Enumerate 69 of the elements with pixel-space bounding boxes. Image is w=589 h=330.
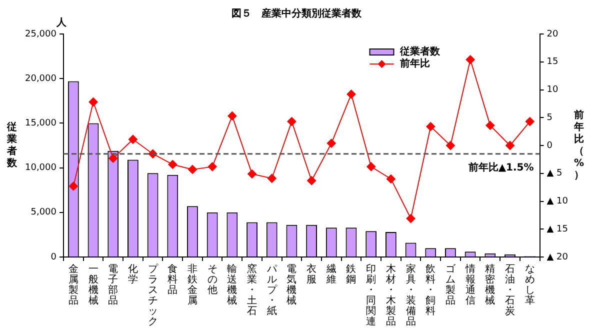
y2-tick-label: ▲ 20 [546, 252, 568, 262]
point [326, 138, 336, 148]
x-tick-label: パルプ・紙 [266, 264, 278, 317]
text: 人 [55, 16, 68, 29]
point [208, 162, 217, 172]
x-tick-label: 化学 [128, 262, 138, 286]
x-tick-label: 食料品 [168, 262, 178, 296]
ref-line-label: 前年比▲1.5% [467, 161, 534, 174]
y-tick-label: 5,000 [30, 208, 57, 218]
x-tick-label: 情報通信 [464, 262, 476, 306]
y-tick-label: 0 [50, 252, 57, 262]
x-tick-label: 印刷・同関連 [366, 262, 376, 328]
point [248, 169, 257, 178]
legend-label: 従業者数 [398, 46, 441, 58]
x-tick-label: 飲料・飼料 [426, 264, 436, 317]
point [68, 182, 78, 191]
x-tick-label: 電気機械 [286, 264, 297, 306]
point [446, 141, 455, 150]
y2-tick-label: 15 [546, 57, 558, 68]
point [287, 117, 296, 126]
point [267, 174, 276, 183]
y2-tick-label: 0 [546, 140, 553, 151]
point [128, 134, 138, 144]
y2-tick-label: ▲ 15 [546, 224, 568, 234]
x-tick-label: 衣服 [306, 262, 317, 286]
legend-label: 前年比 [398, 58, 430, 70]
y2-tick-label: 20 [546, 29, 558, 40]
x-tick-label: ゴム製品 [445, 262, 456, 306]
x-tick-label: 木材・木製品 [384, 262, 396, 328]
chart-title: 図５ 産業中分類別従業者数 [232, 8, 362, 20]
point [108, 154, 118, 163]
x-tick-label: プラスチック [148, 262, 159, 328]
y2-tick-label: 10 [546, 85, 558, 96]
y-tick-label: 20,000 [24, 74, 57, 84]
point [168, 160, 178, 169]
x-tick-label: 輸送機械 [227, 262, 238, 306]
y2-tick-label: ▲ 5 [546, 168, 562, 179]
point [466, 55, 475, 64]
y-tick-label: 25,000 [24, 29, 57, 40]
y-tick-label: 10,000 [24, 163, 57, 174]
point [386, 174, 396, 184]
x-tick-label: 精密機械 [485, 262, 496, 306]
point [188, 164, 197, 174]
point [307, 176, 316, 186]
x-tick-label: 繊維 [325, 262, 336, 286]
x-tick-label: なめし革 [524, 264, 535, 306]
x-tick-label: 鉄鋼 [346, 262, 356, 286]
point [366, 162, 376, 172]
x-tick-label: 窯業・土石 [247, 262, 258, 317]
x-tick-label: 石油・石炭 [505, 264, 515, 317]
point [525, 117, 534, 126]
x-tick-label: 家具・装備品 [406, 262, 416, 328]
point [406, 214, 416, 224]
y2-axis-title: 前年比（%） [573, 109, 584, 182]
y2-tick-label: ▲ 10 [546, 196, 568, 207]
y-tick-label: 15,000 [24, 118, 57, 129]
y2-tick-label: 5 [546, 112, 552, 123]
x-tick-label: その他 [207, 264, 218, 296]
y-axis-title: 従業者数 [6, 121, 18, 170]
x-tick-label: 一般機械 [88, 264, 98, 306]
point [228, 111, 237, 120]
point [426, 122, 436, 132]
x-tick-label: 非鉄金属 [187, 262, 198, 306]
point [506, 141, 514, 150]
point [486, 120, 495, 130]
point [346, 90, 356, 99]
point [88, 98, 98, 107]
x-tick-label: 電子部品 [108, 264, 118, 306]
x-tick-label: 金属製品 [68, 262, 78, 306]
